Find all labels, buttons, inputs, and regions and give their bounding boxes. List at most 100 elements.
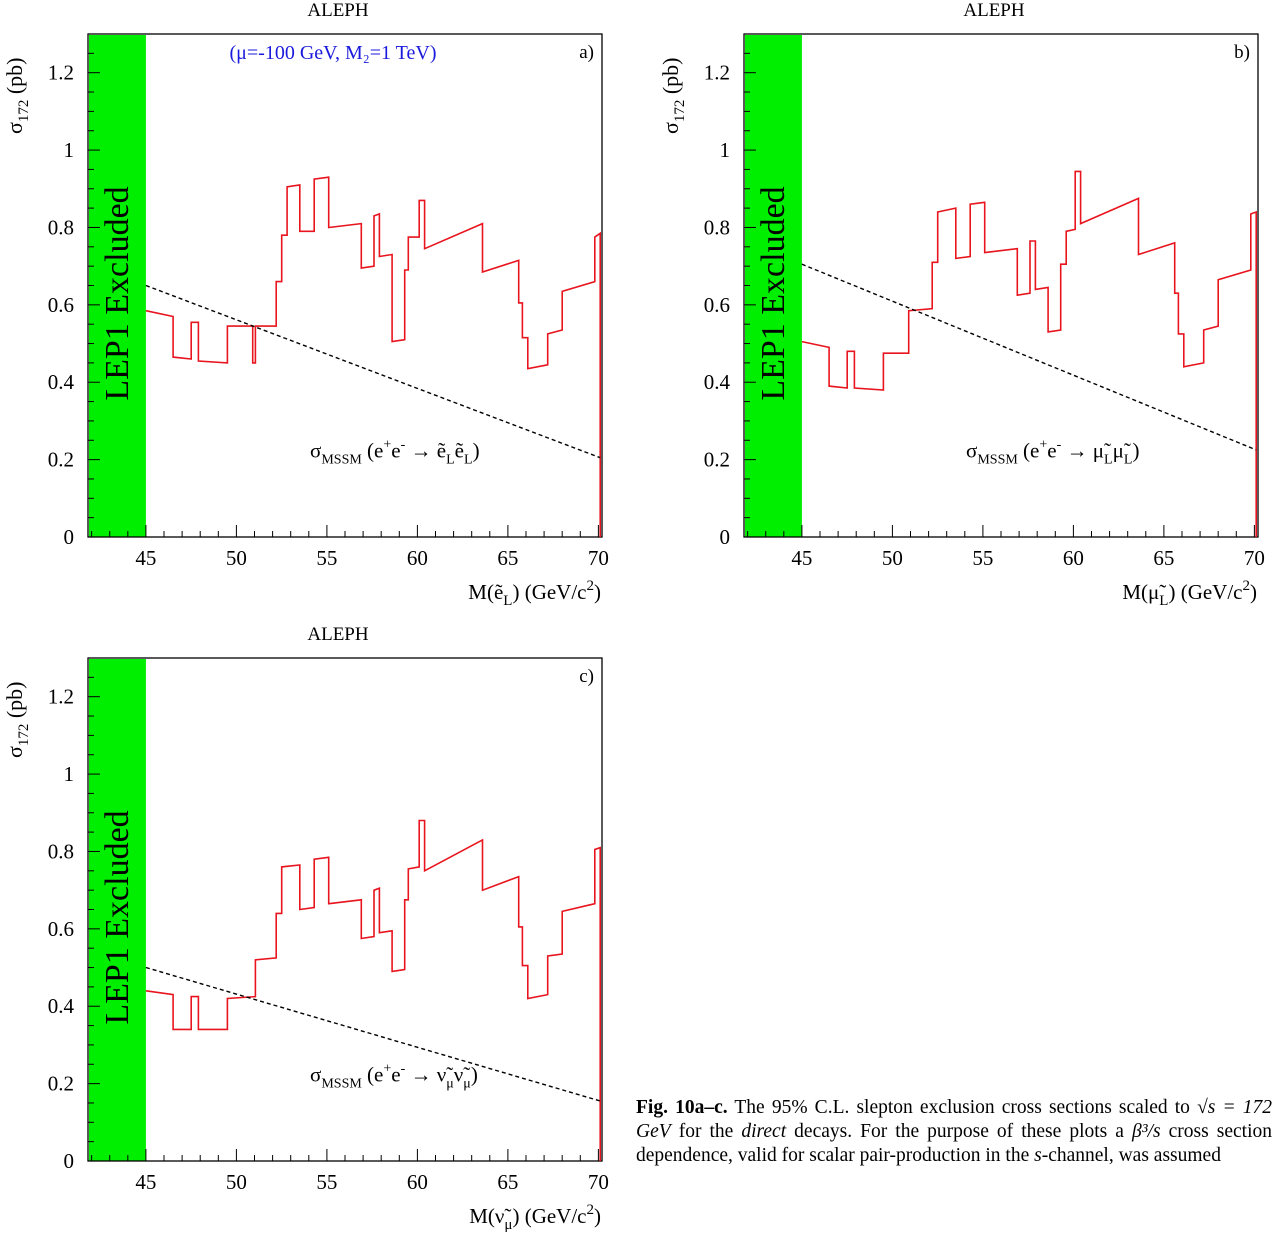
x-tick-label: 60: [407, 1170, 428, 1194]
x-axis-subscript: L: [503, 593, 512, 609]
chart-panel-b: 45 50 55 60 65 7000.20.40.60.811.2ALEPHb)σ172…: [658, 0, 1265, 609]
theory-superscript: -: [401, 1062, 406, 1077]
theory-subscript: μ: [463, 1077, 471, 1092]
y-axis-label: σ172 (pb): [2, 57, 32, 134]
theory-text: ): [471, 1063, 478, 1087]
y-tick-label: 1.2: [48, 61, 74, 85]
x-axis-text: M(μ̃: [1122, 580, 1166, 604]
theory-text: (e: [362, 439, 384, 463]
x-axis-text: ): [594, 580, 601, 604]
y-tick-label: 0: [64, 1149, 75, 1173]
theory-cross-section-line: [145, 966, 601, 1102]
x-axis-superscript: 2: [1243, 578, 1251, 594]
x-axis-superscript: 2: [587, 1202, 595, 1218]
caption-text-1: The 95% C.L. slepton exclusion cross sec…: [727, 1097, 1198, 1118]
theory-particle: ẽ: [455, 439, 464, 463]
theory-text: e: [391, 1063, 400, 1087]
x-axis-subscript: L: [1159, 593, 1168, 609]
x-axis-text: ): [1250, 580, 1257, 604]
y-axis-subscript: 172: [16, 724, 32, 747]
x-axis-text: M(ẽ: [468, 580, 503, 604]
x-tick-label: 55: [316, 1170, 337, 1194]
x-tick-label: 70: [588, 1170, 609, 1194]
theory-superscript: -: [401, 438, 406, 453]
y-axis-subscript: 172: [672, 100, 688, 123]
x-tick-label: 70: [588, 546, 609, 570]
x-axis-text: ) (GeV/c: [1168, 580, 1242, 604]
y-tick-label: 0: [720, 525, 731, 549]
y-tick-label: 0.8: [48, 839, 74, 863]
theory-symbol: σ: [310, 439, 321, 463]
x-axis-label: M(μ̃L) (GeV/c2): [1122, 578, 1257, 609]
theory-cross-section-line: [801, 263, 1257, 451]
x-axis-label: M(ẽL) (GeV/c2): [468, 578, 601, 609]
y-tick-label: 0: [64, 525, 75, 549]
theory-arrow: →: [405, 1063, 437, 1087]
y-axis-unit: (pb): [658, 57, 683, 99]
x-tick-label: 45: [135, 546, 156, 570]
y-axis-label: σ172 (pb): [658, 57, 688, 134]
y-tick-label: 0.6: [704, 293, 730, 317]
theory-subscript: MSSM: [321, 1077, 362, 1092]
excluded-region-label: LEP1 Excluded: [99, 810, 136, 1024]
x-tick-label: 45: [135, 1170, 156, 1194]
theory-superscript: +: [1039, 438, 1047, 453]
x-tick-label: 65: [497, 546, 518, 570]
exclusion-limit-line: [145, 176, 601, 537]
y-tick-label: 0.2: [48, 1072, 74, 1096]
y-axis-unit: (pb): [2, 57, 27, 99]
y-tick-label: 1.2: [48, 685, 74, 709]
theory-text: ): [1132, 439, 1139, 463]
theory-subscript: L: [1124, 453, 1133, 468]
theory-curve-label: σMSSM (e+e- → μ̃Lμ̃L): [966, 438, 1139, 468]
caption-label: Fig. 10a–c.: [636, 1097, 728, 1118]
caption-sqrt-expression: √s = 172 GeV: [636, 1097, 1273, 1142]
theory-arrow: →: [1061, 439, 1093, 463]
excluded-region-label: LEP1 Excluded: [99, 186, 136, 400]
chart-title: ALEPH: [307, 0, 369, 21]
x-axis-text: ): [594, 1204, 601, 1228]
theory-text: ): [473, 439, 480, 463]
theory-superscript: +: [383, 1062, 391, 1077]
caption-text-4: cross section dependence, valid for scal…: [636, 1121, 1272, 1166]
x-axis-text: ) (GeV/c: [512, 580, 586, 604]
x-axis-label: M(ν̃μ) (GeV/c2): [469, 1202, 601, 1233]
theory-superscript: -: [1057, 438, 1062, 453]
x-tick-label: 50: [882, 546, 903, 570]
y-axis-unit: (pb): [2, 681, 27, 723]
theory-text: (e: [1018, 439, 1040, 463]
x-tick-label: 60: [1063, 546, 1084, 570]
x-tick-label: 50: [226, 1170, 247, 1194]
theory-text: e: [1047, 439, 1056, 463]
x-tick-label: 65: [1153, 546, 1174, 570]
x-tick-label: 55: [316, 546, 337, 570]
y-tick-label: 1.2: [704, 61, 730, 85]
excluded-region-band: [745, 35, 802, 537]
y-tick-label: 1: [64, 138, 75, 162]
figure-caption: Fig. 10a–c. The 95% C.L. slepton exclusi…: [636, 1096, 1272, 1168]
theory-particle: ẽ: [437, 439, 446, 463]
theory-text: e: [391, 439, 400, 463]
caption-s-variable: s: [1034, 1145, 1042, 1166]
y-axis-symbol: σ: [2, 122, 27, 134]
caption-text-2: for the: [670, 1121, 742, 1142]
y-tick-label: 1: [720, 138, 731, 162]
excluded-region-label: LEP1 Excluded: [755, 186, 792, 400]
y-tick-label: 0.6: [48, 917, 74, 941]
x-axis-text: ) (GeV/c: [512, 1204, 586, 1228]
theory-subscript: L: [464, 453, 473, 468]
theory-arrow: →: [405, 439, 437, 463]
theory-text: (e: [362, 1063, 384, 1087]
caption-direct-word: direct: [741, 1121, 787, 1142]
y-tick-label: 1: [64, 762, 75, 786]
theory-subscript: MSSM: [977, 453, 1018, 468]
y-axis-symbol: σ: [658, 122, 683, 134]
chart-title: ALEPH: [307, 624, 369, 645]
caption-text-5: -channel, was assumed: [1041, 1145, 1221, 1166]
y-tick-label: 0.4: [48, 370, 75, 394]
x-tick-label: 70: [1244, 546, 1265, 570]
y-axis-symbol: σ: [2, 746, 27, 758]
exclusion-limit-line: [145, 819, 601, 1161]
parameter-annotation: (μ=-100 GeV, M₂=1 TeV): [230, 42, 437, 64]
y-tick-label: 0.4: [704, 370, 731, 394]
